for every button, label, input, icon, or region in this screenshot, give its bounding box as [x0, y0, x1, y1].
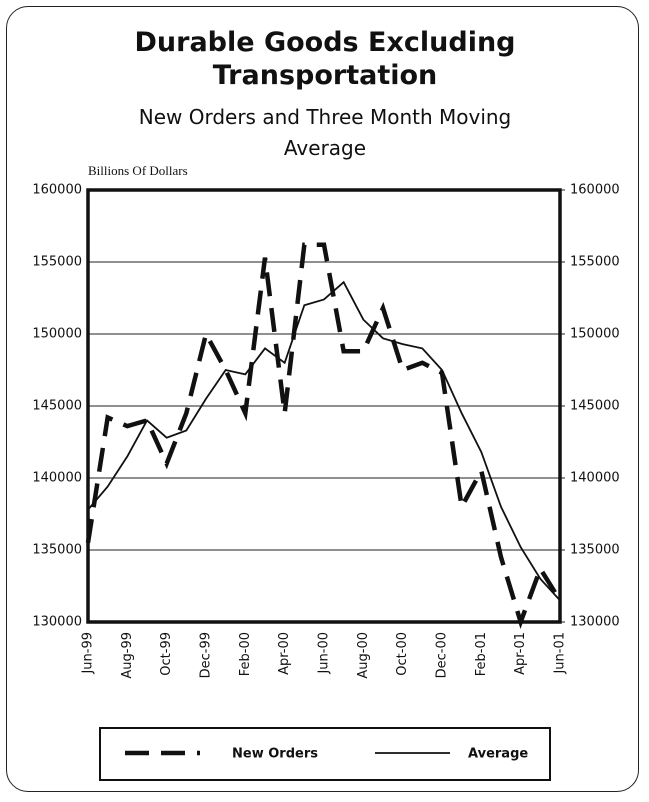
- y2-tick-label: 160000: [570, 183, 620, 198]
- x-tick-label: Aug-99: [120, 632, 135, 679]
- x-tick-label: Jun-01: [553, 632, 568, 675]
- y-tick-label: 160000: [32, 183, 82, 198]
- x-tick-label: Feb-01: [474, 632, 489, 676]
- x-tick-label: Feb-00: [238, 632, 253, 676]
- x-tick-label: Apr-00: [277, 632, 292, 675]
- y2-tick-label: 130000: [570, 615, 620, 630]
- x-tick-label: Apr-01: [513, 632, 528, 675]
- y2-tick-label: 145000: [570, 399, 620, 414]
- legend-box: [99, 727, 551, 781]
- chart-subtitle: New Orders and Three Month Moving Averag…: [138, 105, 512, 160]
- x-tick-label: Jun-99: [81, 632, 96, 675]
- x-tick-label: Oct-00: [395, 632, 410, 676]
- legend-label: Average: [468, 747, 528, 762]
- y2-tick-label: 135000: [570, 543, 620, 558]
- x-tick-label: Aug-00: [356, 632, 371, 679]
- chart-title: Durable Goods Excluding Transportation: [134, 27, 516, 91]
- x-tick-label: Dec-99: [199, 632, 214, 678]
- y2-tick-label: 150000: [570, 327, 620, 342]
- series-line: [85, 242, 562, 630]
- y2-tick-label: 140000: [570, 471, 620, 486]
- plot-border: [86, 188, 562, 624]
- y-axis-label: Billions Of Dollars: [88, 163, 188, 178]
- y2-tick-label: 155000: [570, 255, 620, 270]
- x-tick-label: Dec-00: [435, 632, 450, 678]
- y-tick-label: 150000: [32, 327, 82, 342]
- legend-label: New Orders: [232, 747, 318, 762]
- y-tick-label: 130000: [32, 615, 82, 630]
- x-tick-label: Jun-00: [317, 632, 332, 675]
- y-tick-label: 140000: [32, 471, 82, 486]
- x-tick-label: Oct-99: [159, 632, 174, 676]
- y-tick-label: 155000: [32, 255, 82, 270]
- series-line: [87, 280, 561, 602]
- y-tick-label: 135000: [32, 543, 82, 558]
- y-tick-label: 145000: [32, 399, 82, 414]
- frame: [6, 6, 639, 792]
